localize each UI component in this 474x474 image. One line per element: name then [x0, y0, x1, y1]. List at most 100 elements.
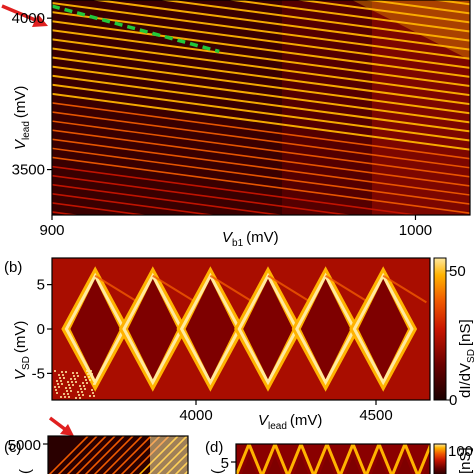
panel-b-noise-pixel [75, 381, 77, 383]
panel-b-noise-pixel [75, 397, 77, 399]
panel-a-resonance-line [158, 0, 470, 42]
panel-d-coulomb-diamond [319, 456, 335, 474]
panel-d-diamond-edge [313, 444, 341, 474]
panel-a-resonance-line [52, 65, 470, 124]
panel-d-diamond-edge [417, 444, 430, 474]
panel-d-diamond-edge [391, 444, 419, 474]
panel-a-resonance-line [52, 183, 286, 215]
panel-b: (b) 5 0 -5 4000 4500 Vlead (mV) VSD(mV) 0… [4, 257, 474, 432]
panel-b-noise-pixel [61, 371, 63, 373]
panel-d-diamond-edge [339, 444, 367, 474]
panel-b-excited-line [152, 274, 197, 304]
panel-b-noise-pixel [54, 386, 56, 388]
panel-b-x-axis-label: Vlead (mV) [258, 412, 322, 432]
panel-b-coulomb-diamond [185, 278, 236, 380]
panel-b-noise-pixel [73, 375, 75, 377]
panel-a-resonance-line [52, 92, 470, 151]
panel-c-bright-region [150, 436, 188, 474]
panel-a-resonance-line [52, 74, 470, 133]
panel-c-y-tick-label: 5000 [8, 437, 41, 454]
panel-b-x-ticks: 4000 4500 [179, 400, 393, 424]
panel-b-label: (b) [4, 259, 22, 276]
panel-b-noise-pixel [89, 379, 91, 381]
panel-b-coulomb-diamond [128, 278, 178, 380]
panel-b-noise-pixel [54, 370, 56, 372]
panel-b-y-axis-label: VSD(mV) [12, 321, 32, 380]
panel-a-resonance-line [52, 56, 470, 115]
panel-b-coulomb-diamond [358, 278, 408, 380]
panel-b-noise-pixel [56, 392, 58, 394]
panel-b-noise-pixel [66, 390, 68, 392]
panel-a-x-tick-label: 1000 [399, 222, 432, 239]
panel-a-resonance-line [294, 0, 470, 24]
panel-b-coulomb-diamond [300, 278, 351, 380]
panel-a-x-tick-label: 900 [39, 222, 64, 239]
panel-c: (c) 5000 ( [4, 416, 189, 474]
panel-a-arrow-shaft [1, 4, 41, 24]
panel-b-noise-pixel [79, 397, 81, 399]
panel-b-y-ticks: 5 0 -5 [32, 277, 52, 382]
panel-c-arrow-shaft [48, 416, 68, 432]
panel-b-excited-line [94, 274, 139, 304]
panel-b-noise-pixel [57, 383, 59, 385]
panel-a-heatmap [52, 0, 470, 215]
panel-b-noise-pixel [74, 378, 76, 380]
panel-d-coulomb-diamond [397, 456, 413, 474]
panel-d-heatmap [236, 444, 430, 474]
panel-c-y-axis-label-fragment: ( [17, 469, 34, 474]
panel-d-coulomb-diamond [293, 456, 309, 474]
panel-a-y-tick-label: 3500 [12, 162, 45, 179]
panel-b-noise-pixel [82, 394, 84, 396]
panel-b-noise-pixel [79, 385, 81, 387]
panel-b-x-tick-label: 4500 [359, 407, 392, 424]
panel-b-noise-pixel [58, 374, 60, 376]
panel-b-noise-pixel [92, 392, 94, 394]
panel-b-noise-pixel [93, 395, 95, 397]
panel-b-noise-pixel [68, 384, 70, 386]
panel-a: 3500 4000 900 1000 Vb1 (mV) Vlead(mV) [1, 0, 471, 249]
panel-a-resonance-line [52, 29, 470, 87]
panel-b-colorbar-tick-label: 0 [449, 392, 457, 409]
panel-a-arrow-head [32, 14, 48, 27]
panel-d-coulomb-diamond [371, 456, 387, 474]
panel-a-x-axis-label: Vb1 (mV) [222, 229, 279, 249]
panel-b-colorbar-label: dI/dVSD[nS] [457, 319, 474, 398]
panel-a-resonance-line [52, 111, 470, 169]
panel-a-resonance-line [52, 147, 470, 205]
panel-c-label: (c) [4, 439, 22, 456]
panel-b-noise-pixel [64, 396, 66, 398]
panel-b-noise-pixel [60, 396, 62, 398]
panel-a-y-ticks: 3500 4000 [12, 10, 52, 179]
panel-d-frame [235, 443, 431, 474]
panel-c-resonance-line [48, 436, 89, 474]
panel-c-arrow-head [60, 424, 74, 436]
panel-a-resonance-line [52, 165, 422, 215]
panel-b-colorbar-tick-label: 50 [449, 263, 466, 280]
panel-b-noise-pixel [59, 377, 61, 379]
panel-b-noise-pixel [67, 393, 69, 395]
panel-b-excited-line [209, 274, 255, 304]
panel-c-resonance-line [102, 436, 143, 474]
panel-d-coulomb-diamond [241, 456, 257, 474]
panel-b-excited-line [382, 274, 427, 304]
panel-b-x-tick-label: 4000 [179, 407, 212, 424]
panel-c-resonance-line [93, 436, 134, 474]
panel-b-noise-pixel [70, 378, 72, 380]
panel-c-arrow [48, 416, 74, 436]
panel-d-diamond-edge [261, 444, 289, 474]
panel-b-noise-pixel [86, 370, 88, 372]
panel-a-y-tick-label: 4000 [12, 10, 45, 27]
panel-a-resonance-line [52, 102, 470, 160]
panel-d-coulomb-diamond [345, 456, 361, 474]
panel-c-resonance-line [75, 436, 116, 474]
panel-a-resonance-line [89, 0, 470, 51]
panel-d-coulomb-diamond [267, 456, 283, 474]
panel-a-resonance-line [52, 129, 470, 187]
panel-d-diamond-edge [365, 444, 393, 474]
panel-a-resonance-line [52, 138, 470, 196]
panel-b-noise-pixel [71, 381, 73, 383]
panel-b-y-tick-label: 0 [37, 321, 45, 338]
panel-b-noise-pixel [91, 389, 93, 391]
panel-d-label: (d) [205, 439, 223, 456]
